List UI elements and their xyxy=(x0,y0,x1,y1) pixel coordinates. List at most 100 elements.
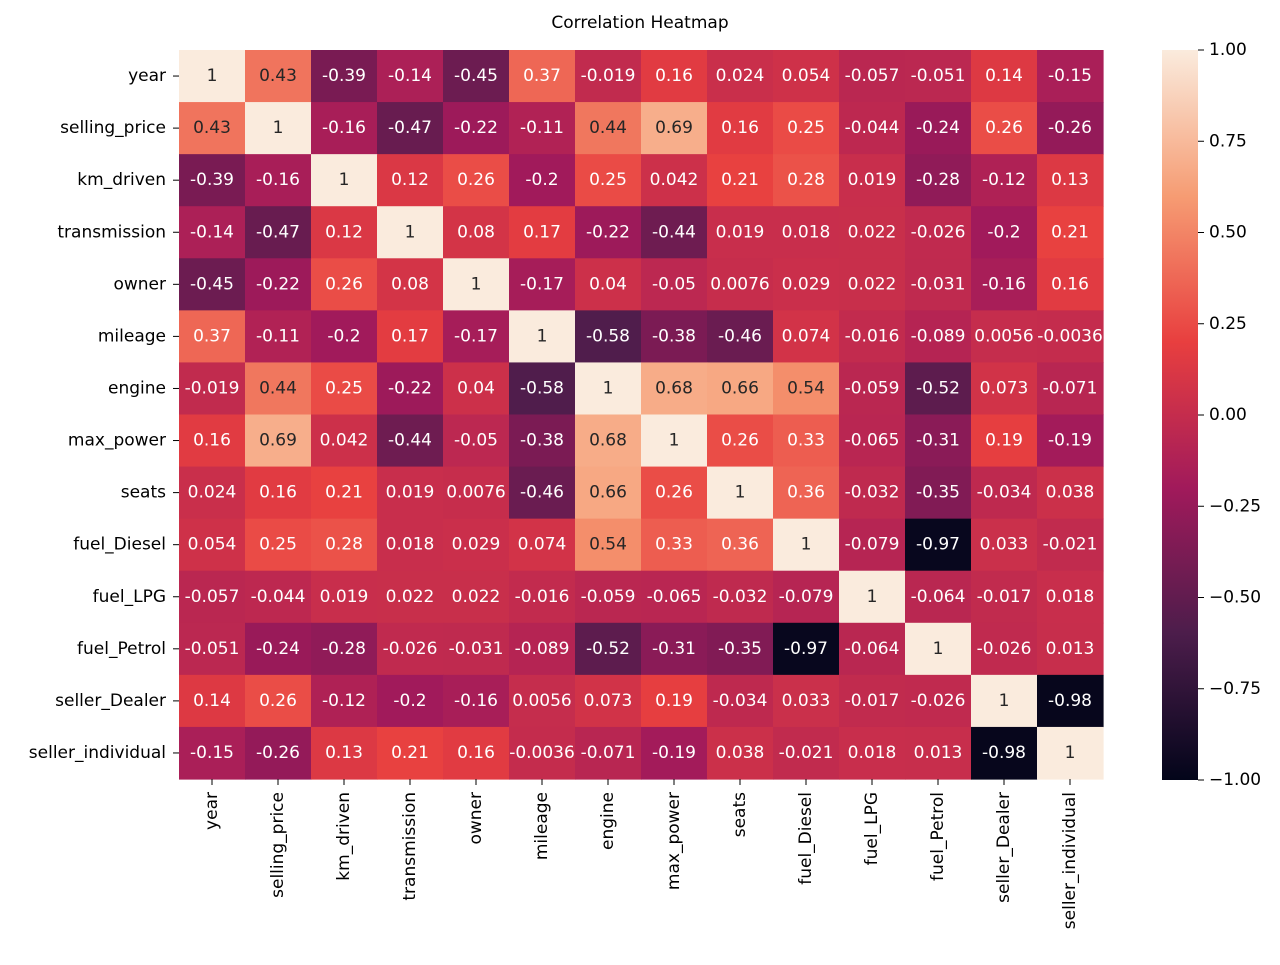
heatmap-cell xyxy=(509,206,576,259)
row-tick-label: mileage xyxy=(98,326,166,346)
heatmap-cell xyxy=(1037,414,1104,468)
heatmap-cell xyxy=(641,310,708,364)
cell-value-label: 0.16 xyxy=(259,483,297,503)
cell-value-label: -0.16 xyxy=(322,118,366,138)
heatmap-cell xyxy=(971,102,1038,155)
cell-value-label: 0.033 xyxy=(782,691,831,711)
heatmap-cell xyxy=(377,726,444,780)
cell-value-label: -0.019 xyxy=(185,378,240,398)
heatmap-cell xyxy=(839,622,906,676)
heatmap-cell xyxy=(443,154,510,207)
cell-value-label: -0.079 xyxy=(845,535,900,555)
cell-value-label: 0.16 xyxy=(457,743,495,763)
cell-value-label: 0.074 xyxy=(782,326,831,346)
heatmap-cell xyxy=(311,570,378,624)
heatmap-cell xyxy=(443,518,510,572)
heatmap-cell xyxy=(179,362,246,416)
cell-value-label: -0.35 xyxy=(718,639,762,659)
heatmap-cell xyxy=(245,258,312,311)
cell-value-label: 0.013 xyxy=(1046,639,1095,659)
heatmap-cell xyxy=(509,518,576,572)
heatmap-cell xyxy=(905,258,972,311)
cell-value-label: 0.022 xyxy=(386,587,435,607)
heatmap-cell xyxy=(377,258,444,311)
heatmap-cell xyxy=(707,414,774,468)
column-tick-label: fuel_LPG xyxy=(862,792,882,865)
cell-value-label: -0.079 xyxy=(779,587,834,607)
cell-value-label: -0.057 xyxy=(845,66,900,86)
cell-value-label: -0.38 xyxy=(520,431,564,451)
cell-value-label: 0.25 xyxy=(589,170,627,190)
heatmap-cell xyxy=(971,50,1038,103)
heatmap-cell xyxy=(443,674,510,728)
heatmap-cell xyxy=(1037,466,1104,520)
cell-value-label: -0.021 xyxy=(779,743,834,763)
heatmap-cell xyxy=(575,518,642,572)
cell-value-label: -0.14 xyxy=(388,66,432,86)
cell-value-label: -0.2 xyxy=(525,170,558,190)
cell-value-label: -0.05 xyxy=(454,431,498,451)
cell-value-label: 0.16 xyxy=(655,66,693,86)
heatmap-cell xyxy=(179,310,246,364)
heatmap-cell xyxy=(707,570,774,624)
heatmap-cell xyxy=(311,102,378,155)
cell-value-label: 0.21 xyxy=(391,743,429,763)
heatmap-cell xyxy=(905,622,972,676)
row-tick-label: seats xyxy=(121,483,166,503)
cell-value-label: -0.071 xyxy=(1043,378,1098,398)
cell-value-label: 0.37 xyxy=(523,66,561,86)
heatmap-cell xyxy=(905,206,972,259)
heatmap-cell xyxy=(575,726,642,780)
heatmap-cell xyxy=(641,154,708,207)
column-tick-label: fuel_Petrol xyxy=(928,792,948,881)
cell-value-label: 0.08 xyxy=(457,222,495,242)
row-tick-label: year xyxy=(128,66,166,86)
cell-value-label: -0.12 xyxy=(322,691,366,711)
heatmap-cell xyxy=(971,258,1038,311)
cell-value-label: -0.064 xyxy=(911,587,966,607)
heatmap-cell xyxy=(1037,310,1104,364)
cell-value-label: 0.018 xyxy=(782,222,831,242)
heatmap-cell xyxy=(773,518,840,572)
heatmap-cells: 1 0.43 -0.39 -0.14 -0.45 0.37 -0.019 0.16 0.024 0… xyxy=(179,50,1104,780)
heatmap-cell xyxy=(839,310,906,364)
cell-value-label: -0.0036 xyxy=(509,743,575,763)
cell-value-label: -0.97 xyxy=(916,535,960,555)
column-tick-label: seller_individual xyxy=(1060,792,1080,929)
cell-value-label: 0.074 xyxy=(518,535,567,555)
cell-value-label: -0.021 xyxy=(1043,535,1098,555)
heatmap-cell xyxy=(245,518,312,572)
heatmap-cell xyxy=(971,154,1038,207)
cell-value-label: -0.14 xyxy=(190,222,234,242)
heatmap-cell xyxy=(707,362,774,416)
cell-value-label: 1 xyxy=(207,66,218,86)
heatmap-cell xyxy=(575,466,642,520)
cell-value-label: 0.21 xyxy=(721,170,759,190)
heatmap-cell xyxy=(905,518,972,572)
heatmap-cell xyxy=(773,362,840,416)
cell-value-label: -0.044 xyxy=(251,587,306,607)
cell-value-label: 0.0076 xyxy=(446,483,505,503)
cell-value-label: -0.39 xyxy=(322,66,366,86)
cell-value-label: -0.05 xyxy=(652,274,696,294)
cell-value-label: -0.017 xyxy=(977,587,1032,607)
heatmap-cell xyxy=(773,206,840,259)
heatmap-cell xyxy=(443,102,510,155)
cell-value-label: -0.11 xyxy=(520,118,564,138)
heatmap-cell xyxy=(641,102,708,155)
heatmap-cell xyxy=(575,674,642,728)
heatmap-cell xyxy=(575,622,642,676)
heatmap-cell xyxy=(245,154,312,207)
cell-value-label: 0.37 xyxy=(193,326,231,346)
heatmap-cell xyxy=(839,362,906,416)
cell-value-label: 0.16 xyxy=(193,431,231,451)
cell-value-label: 1 xyxy=(801,535,812,555)
heatmap-cell xyxy=(245,726,312,780)
row-tick-label: fuel_Diesel xyxy=(73,535,166,555)
column-tick-label: selling_price xyxy=(268,792,288,898)
heatmap-cell xyxy=(773,466,840,520)
heatmap-cell xyxy=(971,206,1038,259)
cell-value-label: 0.26 xyxy=(721,431,759,451)
colorbar-tick-label: 1.00 xyxy=(1209,40,1247,60)
cell-value-label: 0.019 xyxy=(386,483,435,503)
